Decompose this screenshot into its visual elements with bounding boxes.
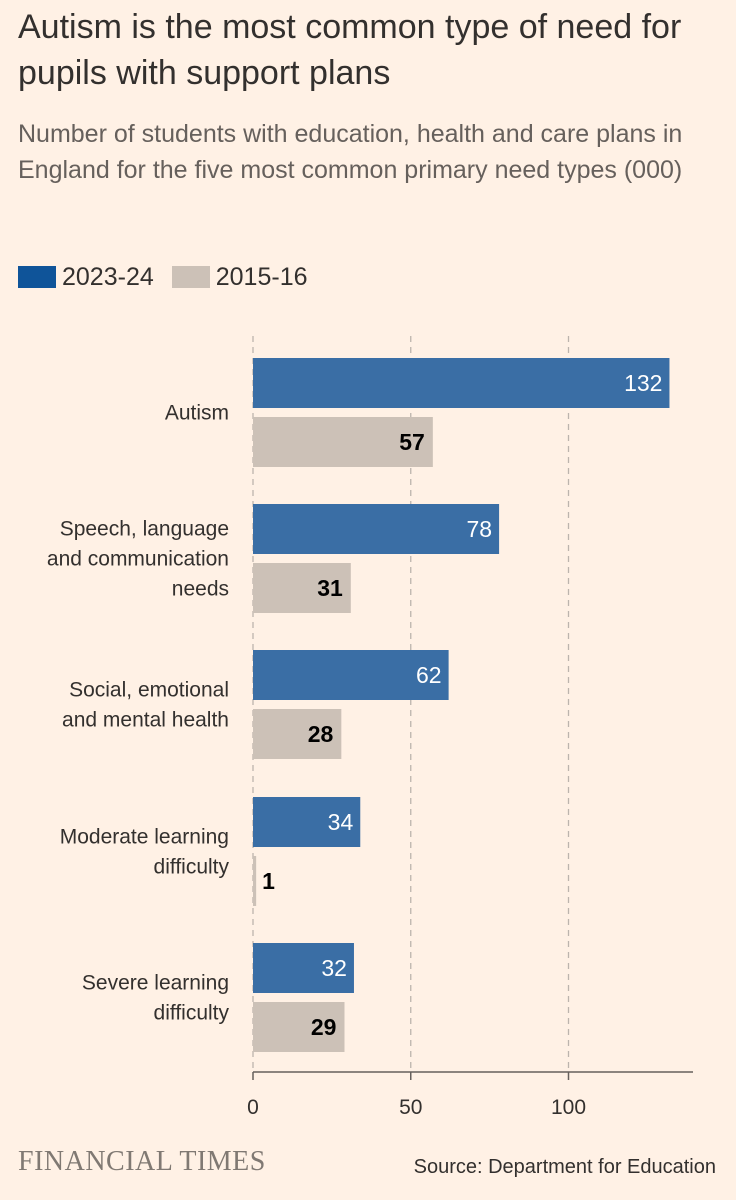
data-label-2015-16-4: 29 [311, 1014, 337, 1040]
chart-title: Autism is the most common type of need f… [18, 8, 682, 92]
bar-2015-16-4 [253, 1002, 345, 1052]
data-label-2023-24-0: 132 [624, 370, 662, 396]
category-label-4-1: difficulty [154, 1002, 230, 1025]
legend-item-2015-16: 2015-16 [171, 262, 308, 292]
source-note: Source: Department for Education [413, 1156, 716, 1178]
chart-subtitle: Number of students with education, healt… [18, 120, 683, 184]
category-label-1-2: needs [172, 578, 229, 601]
category-label-4-0: Severe learning [82, 972, 229, 995]
bar-2015-16-1 [253, 563, 351, 613]
category-label-2-0: Social, emotional [69, 679, 229, 702]
ft-logo: FINANCIAL TIMES [18, 1146, 266, 1177]
bar-2023-24-0 [253, 358, 670, 408]
legend-swatch-2015-16 [171, 266, 210, 288]
data-label-2023-24-4: 32 [321, 955, 347, 981]
legend-item-2023-24: 2023-24 [18, 263, 154, 292]
x-tick-label-100: 100 [551, 1096, 586, 1119]
category-label-0-0: Autism [165, 402, 229, 425]
bar-2023-24-1 [253, 504, 500, 554]
legend: 2023-24 2015-16 [18, 260, 326, 294]
category-label-3-1: difficulty [154, 856, 230, 879]
bar-2023-24-2 [253, 650, 449, 700]
bar-2015-16-0 [253, 417, 433, 467]
data-label-2023-24-2: 62 [416, 662, 442, 688]
category-label-1-1: and communication [47, 548, 229, 571]
bar-2015-16-2 [253, 709, 342, 759]
category-label-1-0: Speech, language [60, 518, 229, 541]
data-label-2015-16-1: 31 [317, 575, 343, 601]
x-tick-label-50: 50 [399, 1096, 422, 1119]
legend-label-2023-24: 2023-24 [62, 262, 154, 291]
category-label-2-1: and mental health [62, 709, 229, 732]
data-label-2015-16-2: 28 [308, 721, 334, 747]
bar-2023-24-3 [253, 797, 361, 847]
legend-label-2015-16: 2015-16 [215, 262, 308, 291]
data-label-2023-24-1: 78 [466, 516, 492, 542]
category-label-3-0: Moderate learning [60, 826, 229, 849]
x-tick-label-0: 0 [247, 1096, 259, 1119]
data-label-2023-24-3: 34 [328, 809, 354, 835]
data-label-2015-16-0: 57 [399, 429, 425, 455]
legend-swatch-2023-24 [18, 266, 56, 288]
bar-2015-16-3 [253, 856, 257, 906]
data-label-2015-16-3: 1 [262, 868, 275, 894]
bar-2023-24-4 [253, 943, 354, 993]
